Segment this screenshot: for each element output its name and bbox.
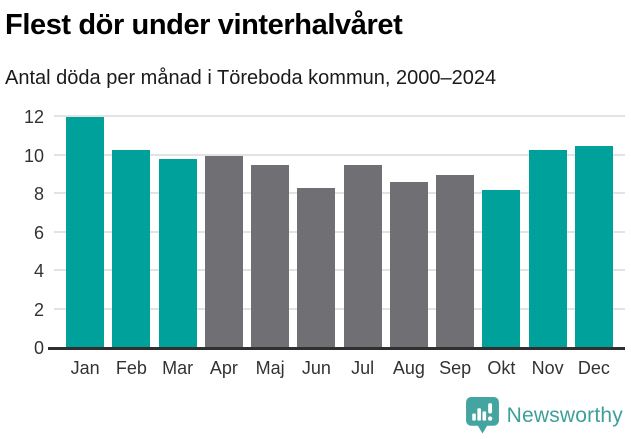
- newsworthy-logo: Newsworthy: [465, 397, 623, 434]
- bar-feb: [112, 149, 151, 348]
- bar-slot-maj: [247, 117, 293, 348]
- newsworthy-logo-icon: [465, 397, 499, 434]
- bar-maj: [251, 165, 290, 348]
- y-tick-label-6: 6: [33, 222, 44, 243]
- x-tick-label-jun: Jun: [301, 358, 331, 378]
- page-subtitle: Antal döda per månad i Töreboda kommun, …: [5, 67, 497, 89]
- bar-nov: [528, 149, 567, 348]
- bar-slot-okt: [478, 117, 524, 348]
- x-tick-label-maj: Maj: [255, 358, 285, 378]
- bar-slot-jul: [340, 117, 386, 348]
- bar-jun: [297, 188, 336, 348]
- newsworthy-logo-text: Newsworthy: [506, 403, 623, 427]
- x-tick-label-jan: Jan: [70, 358, 100, 378]
- x-tick-label-dec: Dec: [577, 358, 610, 378]
- bar-slot-jan: [62, 117, 108, 348]
- bar-slot-nov: [525, 117, 571, 348]
- plot-area: 0 2 4 6 8 10 12: [24, 108, 625, 357]
- bar-mar: [158, 159, 197, 348]
- x-tick-label-apr: Apr: [209, 358, 238, 378]
- y-tick-label-4: 4: [33, 261, 44, 282]
- y-tick-label-8: 8: [33, 184, 44, 205]
- y-tick-label-0: 0: [33, 338, 44, 358]
- gridline-4: [54, 269, 625, 272]
- bar-slot-jun: [293, 117, 339, 348]
- x-tick-label-jul: Jul: [351, 358, 375, 378]
- x-tick-label-sep: Sep: [439, 358, 472, 378]
- x-tick-label-nov: Nov: [531, 358, 564, 378]
- bar-apr: [204, 155, 243, 348]
- page-title: Flest dör under vinterhalvåret: [5, 9, 403, 41]
- bar-slot-feb: [108, 117, 154, 348]
- bar-jul: [343, 165, 382, 348]
- bar-slot-dec: [571, 117, 617, 348]
- bar-aug: [389, 182, 428, 348]
- x-axis-labels: Jan Feb Mar Apr Maj Jun Jul Aug Sep Okt Nov Dec: [54, 358, 625, 379]
- gridline-10: [54, 153, 625, 156]
- x-tick-label-mar: Mar: [162, 358, 194, 378]
- x-axis-line: [48, 347, 625, 350]
- chart-header: Flest dör under vinterhalvåret Antal död…: [0, 0, 631, 91]
- x-tick-label-aug: Aug: [392, 358, 425, 378]
- bar-slot-aug: [386, 117, 432, 348]
- y-tick-label-2: 2: [33, 299, 44, 320]
- y-tick-label-12: 12: [23, 107, 44, 127]
- bar-sep: [436, 174, 475, 348]
- gridline-2: [54, 307, 625, 310]
- bar-slot-sep: [432, 117, 478, 348]
- gridline-8: [54, 192, 625, 195]
- bar-slot-mar: [155, 117, 201, 348]
- bar-dec: [574, 145, 613, 348]
- gridline-12: [54, 115, 625, 117]
- bar-series: [54, 117, 625, 348]
- bar-jan: [66, 117, 105, 348]
- bar-okt: [482, 190, 521, 348]
- bar-slot-apr: [201, 117, 247, 348]
- gridline-6: [54, 230, 625, 233]
- x-tick-label-okt: Okt: [487, 358, 516, 378]
- x-tick-label-feb: Feb: [115, 358, 147, 378]
- y-tick-label-10: 10: [23, 145, 44, 166]
